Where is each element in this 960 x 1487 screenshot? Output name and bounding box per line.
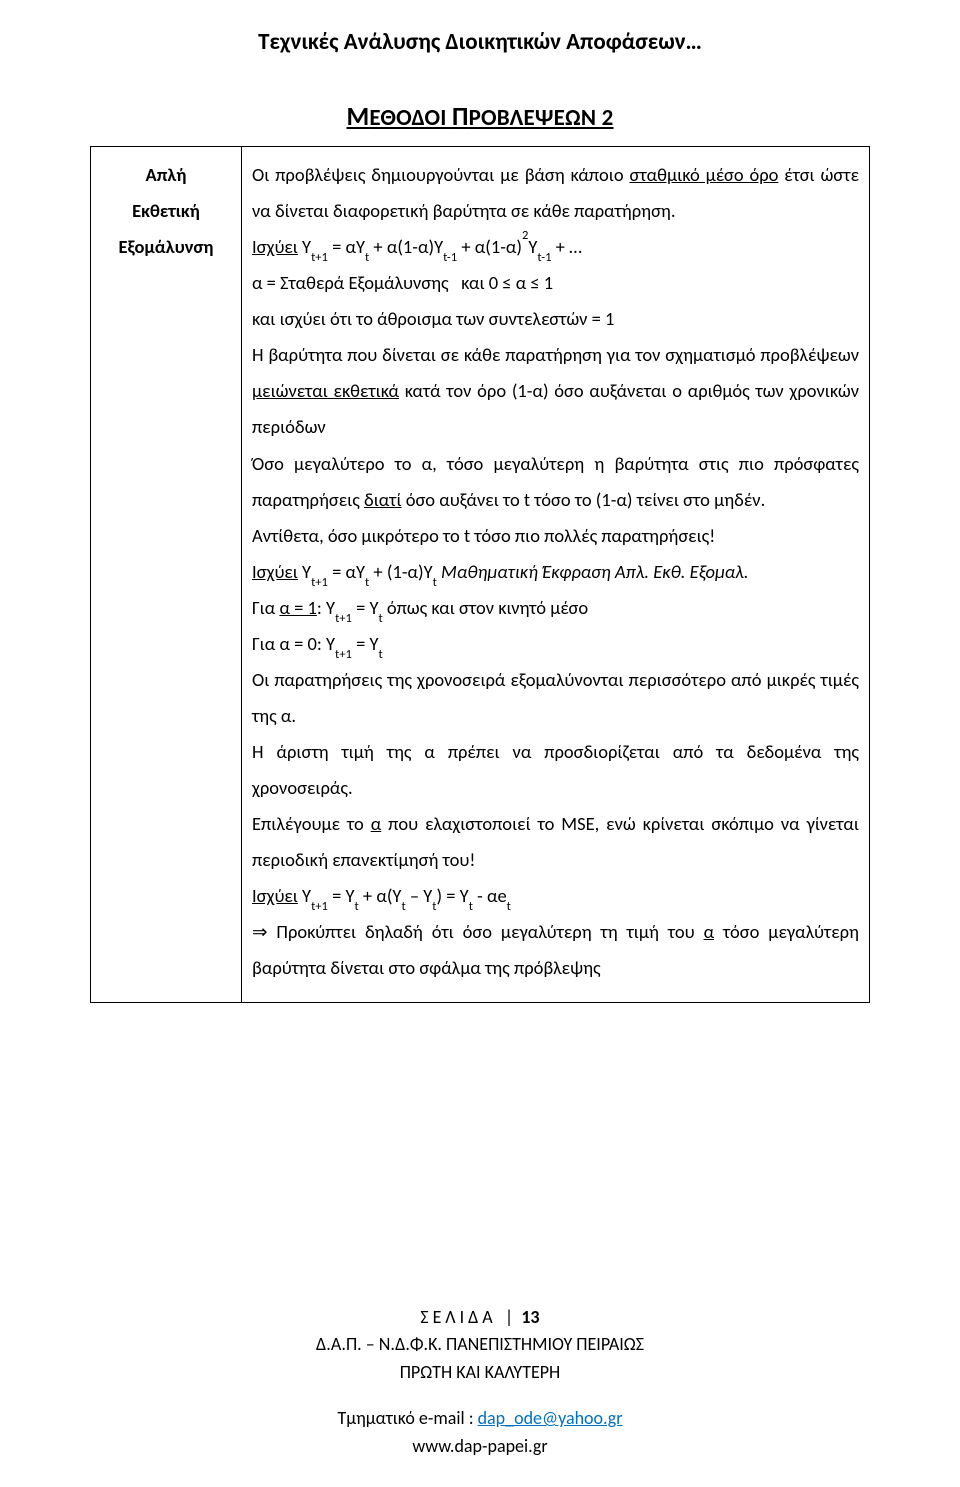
footer-line: Δ.Α.Π. – Ν.Δ.Φ.Κ. ΠΑΝΕΠΙΣΤΗΜΙΟΥ ΠΕΙΡΑΙΩΣ [0, 1331, 960, 1359]
content-table: Απλή Εκθετική Εξομάλυνση Οι προβλέψεις δ… [90, 146, 870, 1003]
footer-page-number: 13 [521, 1306, 539, 1328]
para: Ισχύει Yt+1 = αYt + (1-α)Yt Μαθηματική Έ… [252, 554, 859, 590]
para: Για α = 1: Yt+1 = Yt όπως και στον κινητ… [252, 590, 859, 626]
row-label-line: Εξομάλυνση [101, 229, 231, 265]
footer-line: ΠΡΩΤΗ ΚΑΙ ΚΑΛΥΤΕΡΗ [0, 1359, 960, 1387]
para: Όσο μεγαλύτερο το α, τόσο μεγαλύτερη η β… [252, 446, 859, 518]
section-title: ΜΕΘΟΔΟΙ ΠΡΟΒΛΕΨΕΩΝ 2 [90, 100, 870, 132]
footer-email-link[interactable]: dap_ode@yahoo.gr [478, 1407, 623, 1429]
para: Για α = 0: Yt+1 = Yt [252, 626, 859, 662]
footer-sep: | [501, 1306, 517, 1328]
para: Οι παρατηρήσεις της χρονοσειρά εξομαλύνο… [252, 662, 859, 734]
content-cell: Οι προβλέψεις δημιουργούνται με βάση κάπ… [242, 147, 870, 1003]
footer-email-prefix: Τμηματικό e-mail : [337, 1407, 477, 1429]
para: Επιλέγουμε το α που ελαχιστοποιεί το MSE… [252, 806, 859, 878]
para: α = Σταθερά Εξομάλυνσης και 0 ≤ α ≤ 1 [252, 265, 859, 301]
para: Οι προβλέψεις δημιουργούνται με βάση κάπ… [252, 157, 859, 229]
para: ⇒ Προκύπτει δηλαδή ότι όσο μεγαλύτερη τη… [252, 914, 859, 986]
para: και ισχύει ότι το άθροισμα των συντελεστ… [252, 301, 859, 337]
para: Ισχύει Yt+1 = αYt + α(1-α)Yt-1 + α(1-α)2… [252, 229, 859, 265]
footer-spacer [0, 1387, 960, 1405]
para: Η βαρύτητα που δίνεται σε κάθε παρατήρησ… [252, 337, 859, 445]
row-label-line: Απλή [101, 157, 231, 193]
para: Αντίθετα, όσο μικρότερο το t τόσο πιο πο… [252, 518, 859, 554]
page-footer: ΣΕΛΙΔΑ | 13 Δ.Α.Π. – Ν.Δ.Φ.Κ. ΠΑΝΕΠΙΣΤΗΜ… [0, 1304, 960, 1461]
row-label-line: Εκθετική [101, 193, 231, 229]
para: Ισχύει Yt+1 = Yt + α(Yt – Yt) = Yt - αet [252, 878, 859, 914]
footer-line: www.dap-papei.gr [0, 1433, 960, 1461]
para: Η άριστη τιμή της α πρέπει να προσδιορίζ… [252, 734, 859, 806]
running-header: Τεχνικές Ανάλυσης Διοικητικών Αποφάσεων… [90, 28, 870, 56]
footer-page-label: ΣΕΛΙΔΑ [420, 1306, 496, 1328]
footer-line: Τμηματικό e-mail : dap_ode@yahoo.gr [0, 1405, 960, 1433]
row-label-cell: Απλή Εκθετική Εξομάλυνση [91, 147, 242, 1003]
